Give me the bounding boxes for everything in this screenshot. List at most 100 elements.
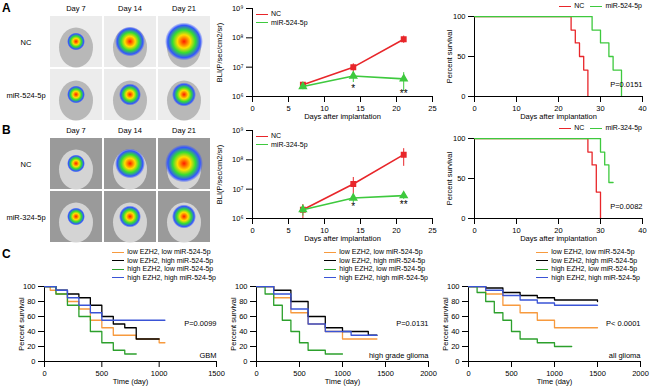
svg-text:500: 500: [293, 369, 306, 378]
svg-text:10⁸: 10⁸: [232, 155, 244, 164]
svg-text:0: 0: [466, 369, 470, 378]
svg-text:40: 40: [239, 327, 247, 336]
svg-text:60: 60: [451, 312, 459, 321]
svg-text:20: 20: [27, 342, 35, 351]
svg-text:Percent survival: Percent survival: [445, 151, 454, 205]
svg-text:1000: 1000: [334, 368, 351, 378]
svg-text:Days after implantation: Days after implantation: [520, 112, 597, 121]
svg-text:20: 20: [392, 104, 400, 113]
svg-text:5: 5: [286, 104, 290, 113]
svg-text:20: 20: [451, 342, 459, 351]
svg-text:P=0.0131: P=0.0131: [396, 319, 428, 328]
svg-text:Percent survival: Percent survival: [441, 297, 450, 351]
svg-text:P< 0.0001: P< 0.0001: [606, 319, 640, 328]
svg-text:80: 80: [451, 297, 459, 306]
svg-text:Time (day): Time (day): [113, 377, 149, 386]
svg-text:20: 20: [392, 226, 400, 235]
svg-text:NC: NC: [21, 160, 32, 169]
svg-text:10⁷: 10⁷: [232, 185, 243, 194]
svg-text:10⁸: 10⁸: [232, 33, 244, 42]
svg-text:0: 0: [254, 369, 258, 378]
svg-text:10⁶: 10⁶: [232, 92, 243, 101]
svg-text:60: 60: [27, 312, 35, 321]
svg-text:miR-524-5p: miR-524-5p: [6, 91, 45, 100]
svg-text:5: 5: [286, 226, 290, 235]
svg-text:40: 40: [27, 327, 35, 336]
svg-text:GBM: GBM: [199, 351, 216, 360]
svg-text:10⁹: 10⁹: [232, 126, 244, 135]
svg-text:0: 0: [31, 357, 35, 366]
svg-text:50: 50: [457, 52, 465, 61]
svg-text:25: 25: [428, 226, 436, 235]
svg-text:0: 0: [461, 214, 465, 223]
html-text:B: B: [2, 123, 11, 137]
svg-text:NC: NC: [21, 38, 32, 47]
svg-text:**: **: [400, 199, 408, 210]
svg-text:P=0.0099: P=0.0099: [184, 319, 216, 328]
svg-text:50: 50: [457, 174, 465, 183]
svg-text:0: 0: [250, 104, 254, 113]
svg-text:100: 100: [235, 282, 248, 291]
html-text:A: A: [2, 1, 11, 15]
svg-text:Day 7: Day 7: [66, 4, 86, 13]
svg-text:2000: 2000: [632, 369, 649, 378]
svg-text:Time (day): Time (day): [537, 377, 573, 386]
svg-text:10⁷: 10⁷: [232, 63, 243, 72]
svg-text:Percent survival: Percent survival: [17, 297, 26, 351]
svg-text:10: 10: [320, 103, 329, 113]
svg-text:10⁶: 10⁶: [232, 214, 243, 223]
svg-text:80: 80: [27, 297, 35, 306]
svg-text:*: *: [351, 201, 355, 212]
svg-text:0: 0: [250, 226, 254, 235]
svg-text:Percent survival: Percent survival: [445, 29, 454, 83]
svg-text:Percent survival: Percent survival: [229, 297, 238, 351]
svg-text:Day 21: Day 21: [172, 4, 196, 13]
svg-text:P=0.0151: P=0.0151: [610, 80, 642, 89]
svg-text:all glioma: all glioma: [609, 351, 642, 360]
svg-text:BLI(P/sec/cm2/sr): BLI(P/sec/cm2/sr): [215, 22, 224, 82]
svg-text:25: 25: [428, 104, 436, 113]
svg-text:10⁹: 10⁹: [232, 4, 244, 13]
svg-text:0: 0: [472, 104, 476, 113]
svg-text:Days after implantation: Days after implantation: [520, 234, 597, 243]
svg-text:1000: 1000: [151, 369, 168, 378]
svg-text:2000: 2000: [420, 369, 437, 378]
svg-text:*: *: [351, 83, 355, 94]
svg-text:20: 20: [239, 342, 247, 351]
svg-text:100: 100: [23, 282, 36, 291]
svg-text:1500: 1500: [377, 369, 394, 378]
svg-text:40: 40: [451, 327, 459, 336]
svg-text:0: 0: [472, 226, 476, 235]
svg-text:40: 40: [638, 104, 646, 113]
svg-text:Day 7: Day 7: [66, 126, 86, 135]
svg-text:1500: 1500: [589, 369, 606, 378]
svg-text:Day 21: Day 21: [172, 126, 196, 135]
svg-text:1000: 1000: [546, 368, 563, 378]
svg-text:miR-324-5p: miR-324-5p: [6, 213, 45, 222]
svg-text:100: 100: [447, 282, 460, 291]
svg-text:high grade glioma: high grade glioma: [369, 351, 429, 360]
svg-text:**: **: [400, 88, 408, 99]
svg-text:P=0.0082: P=0.0082: [610, 202, 642, 211]
svg-text:30: 30: [596, 104, 604, 113]
html-text:C: C: [2, 247, 11, 261]
svg-text:100: 100: [453, 134, 466, 143]
svg-text:40: 40: [638, 226, 646, 235]
svg-text:30: 30: [596, 226, 604, 235]
svg-text:BLI(P/sec/cm2/sr): BLI(P/sec/cm2/sr): [215, 144, 224, 204]
svg-text:Time (day): Time (day): [325, 377, 361, 386]
svg-text:Days after implantation: Days after implantation: [304, 112, 381, 121]
svg-text:Day 14: Day 14: [118, 126, 142, 135]
svg-text:60: 60: [239, 312, 247, 321]
svg-text:1500: 1500: [208, 369, 225, 378]
svg-text:0: 0: [461, 92, 465, 101]
svg-text:500: 500: [505, 369, 518, 378]
svg-text:0: 0: [243, 357, 247, 366]
svg-text:500: 500: [96, 369, 109, 378]
svg-text:100: 100: [453, 12, 466, 21]
svg-text:Days after implantation: Days after implantation: [304, 234, 381, 243]
svg-text:0: 0: [42, 369, 46, 378]
svg-text:Day 14: Day 14: [118, 4, 142, 13]
svg-text:80: 80: [239, 297, 247, 306]
svg-text:0: 0: [455, 357, 459, 366]
